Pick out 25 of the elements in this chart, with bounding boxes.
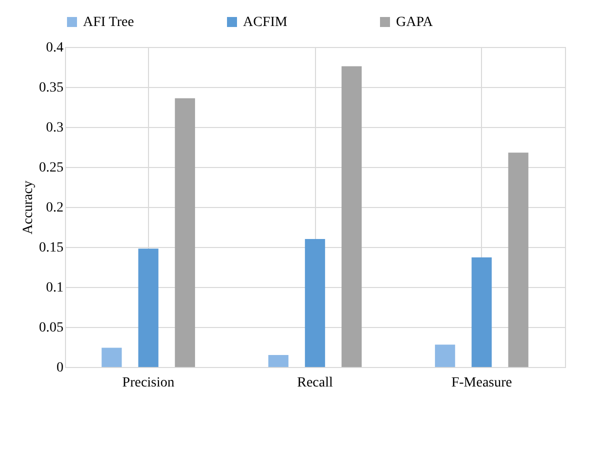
- y-tick-label: 0.3: [46, 120, 64, 136]
- y-tick-label: 0: [56, 360, 64, 376]
- bar: [342, 66, 362, 367]
- x-tick-label: F-Measure: [451, 376, 512, 390]
- legend-label: GAPA: [396, 15, 434, 30]
- y-tick-label: 0.4: [46, 40, 64, 56]
- y-tick-label: 0.15: [39, 240, 64, 256]
- y-axis-title: Accuracy: [21, 180, 36, 234]
- x-tick-label: Recall: [297, 376, 333, 390]
- bar: [304, 239, 326, 367]
- y-tick-label: 0.05: [39, 320, 64, 336]
- y-tick-label: 0.25: [39, 160, 64, 176]
- bar: [102, 348, 122, 367]
- y-tick-label: 0.2: [46, 200, 64, 216]
- bar: [174, 98, 196, 367]
- y-tick-label: 0.1: [46, 280, 64, 296]
- bar: [472, 257, 492, 367]
- bar: [138, 248, 158, 367]
- x-tick-label: Precision: [122, 376, 174, 390]
- bar: [508, 152, 528, 367]
- legend-label: AFI Tree: [83, 15, 134, 30]
- legend-label: ACFIM: [243, 15, 288, 30]
- bar: [434, 344, 456, 367]
- y-tick-label: 0.35: [39, 80, 64, 96]
- bar: [268, 355, 288, 367]
